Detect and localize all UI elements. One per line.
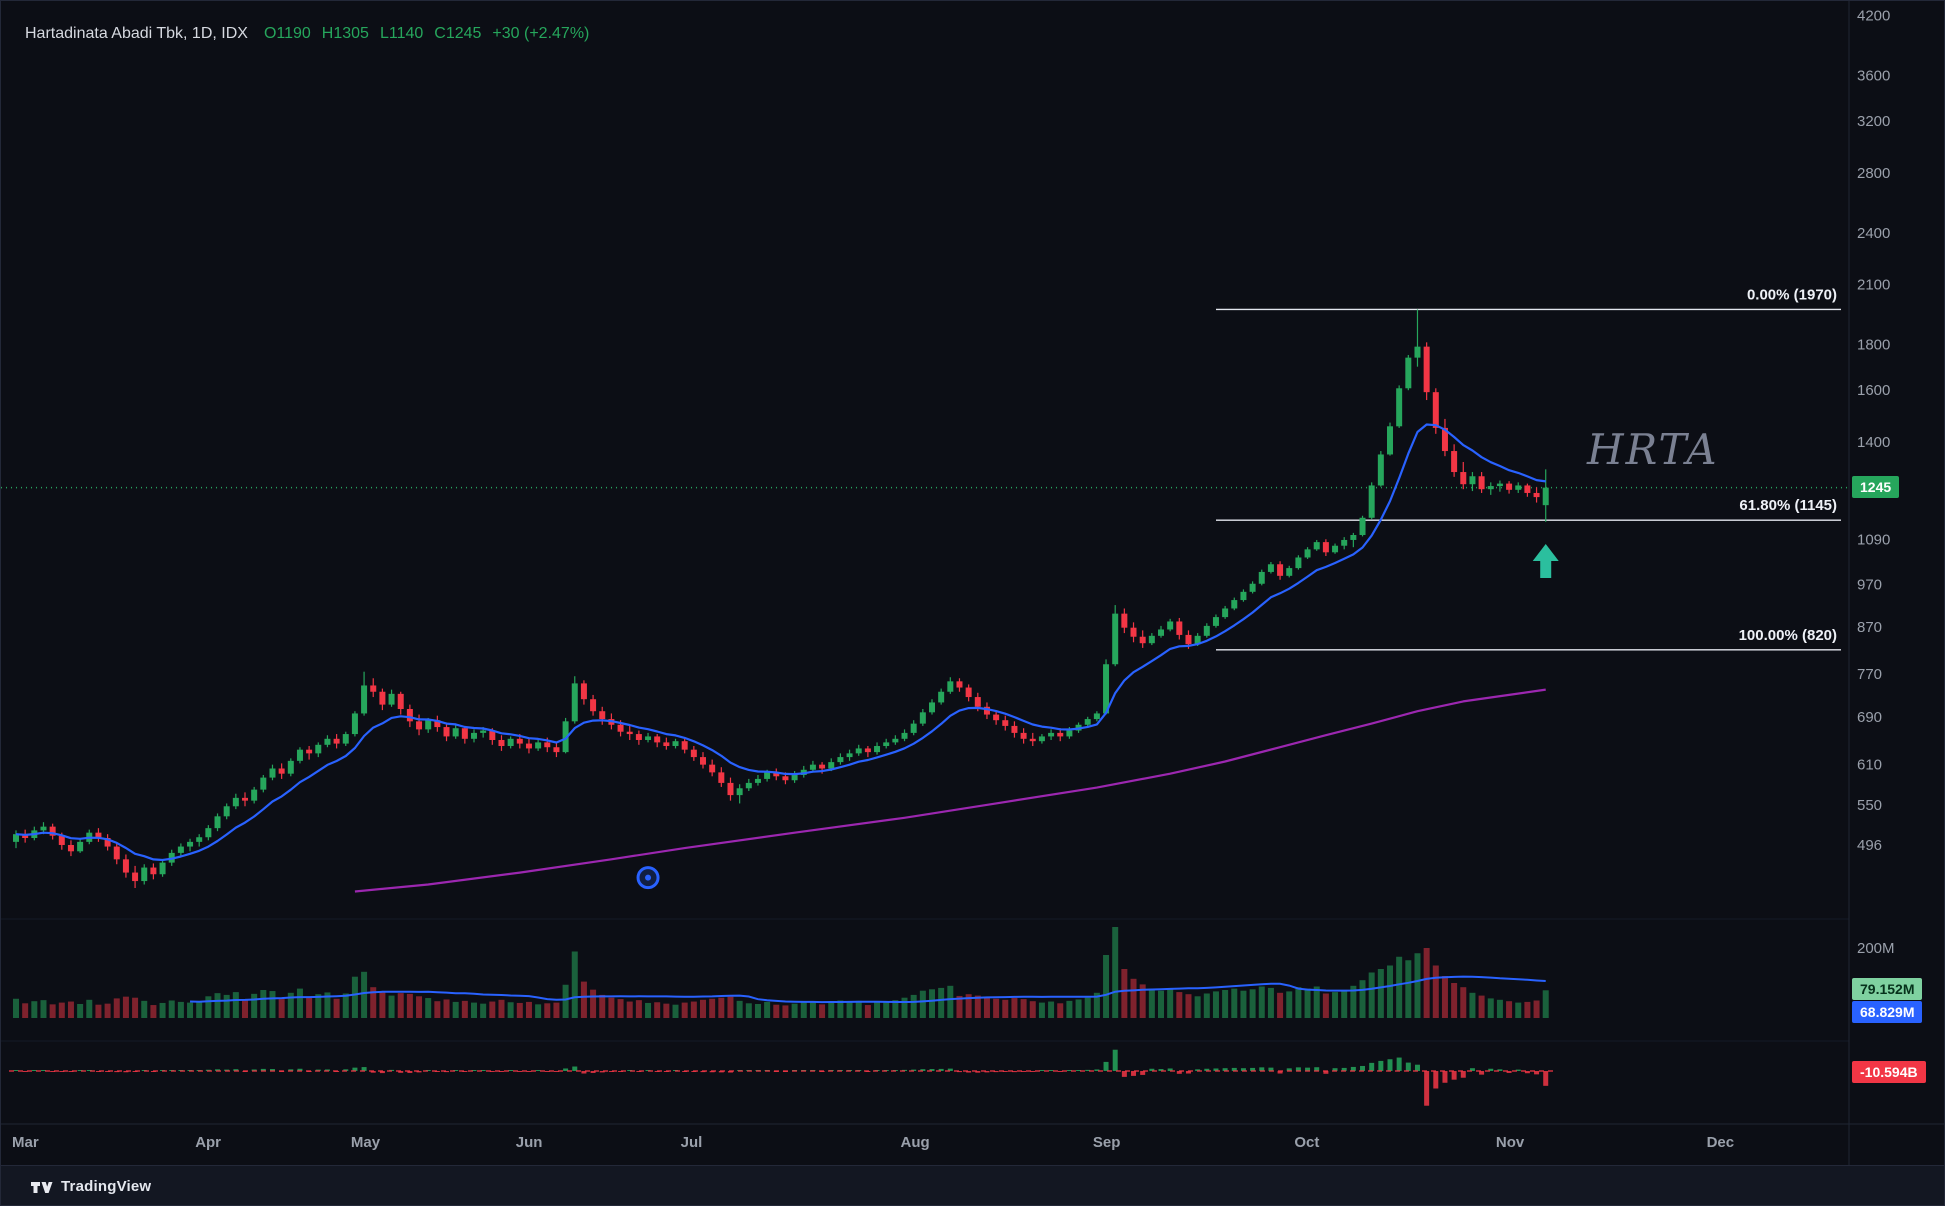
price-tick: 2100 xyxy=(1857,277,1890,294)
month-label: Mar xyxy=(12,1134,39,1151)
price-tick: 2800 xyxy=(1857,165,1890,182)
price-tick: 870 xyxy=(1857,619,1882,636)
last-price-badge: 1245 xyxy=(1852,475,1900,498)
symbol-title[interactable]: Hartadinata Abadi Tbk, 1D, IDX xyxy=(25,25,248,42)
bottom-toolbar: TradingView xyxy=(1,1165,1944,1205)
net-flow-badge: -10.594B xyxy=(1852,1061,1926,1083)
price-tick: 3200 xyxy=(1857,113,1890,130)
month-label: Jun xyxy=(516,1134,543,1151)
price-tick: 1090 xyxy=(1857,531,1890,548)
brand-name: TradingView xyxy=(61,1178,152,1195)
fib-label: 0.00% (1970) xyxy=(1747,286,1837,303)
legend-change: +30 (+2.47%) xyxy=(492,25,590,42)
legend-high: H1305 xyxy=(321,25,369,42)
price-tick: 770 xyxy=(1857,666,1882,683)
month-label: Sep xyxy=(1093,1134,1121,1151)
month-label: Nov xyxy=(1496,1134,1525,1151)
fib-label: 61.80% (1145) xyxy=(1739,497,1837,514)
month-label: Dec xyxy=(1707,1134,1735,1151)
price-tick: 4200 xyxy=(1857,7,1890,24)
month-label: Aug xyxy=(901,1134,930,1151)
price-axis[interactable] xyxy=(1849,1,1944,1124)
legend-open: O1190 xyxy=(263,25,311,42)
tradingview-logo-icon xyxy=(31,1181,53,1193)
price-tick: 2400 xyxy=(1857,225,1890,242)
month-label: May xyxy=(351,1134,381,1151)
month-label: Jul xyxy=(681,1134,703,1151)
price-tick: 1800 xyxy=(1857,336,1890,353)
price-tick: 970 xyxy=(1857,577,1882,594)
time-axis[interactable] xyxy=(1,1124,1944,1165)
price-tick: 1400 xyxy=(1857,434,1890,451)
legend-low: L1140 xyxy=(379,25,424,42)
symbol-legend[interactable]: Hartadinata Abadi Tbk, 1D, IDX O1190 H1305… xyxy=(25,25,600,43)
fib-label: 100.00% (820) xyxy=(1739,627,1837,644)
up-arrow-marker[interactable] xyxy=(1532,544,1559,578)
volume-value-badge: 79.152M xyxy=(1852,978,1923,1000)
month-label: Oct xyxy=(1294,1134,1319,1151)
price-tick: 610 xyxy=(1857,757,1882,774)
price-tick: 550 xyxy=(1857,797,1882,814)
tradingview-logo-link[interactable]: TradingView xyxy=(29,1175,151,1199)
price-tick: 3600 xyxy=(1857,67,1890,84)
chart-canvas[interactable]: 0.00% (1970) 61.80% (1145) 100.00% (820) 42… xyxy=(1,1,1945,1165)
symbol-watermark: HRTA xyxy=(1587,425,1719,474)
price-tick: 690 xyxy=(1857,709,1882,726)
price-tick: 1600 xyxy=(1857,382,1890,399)
legend-close: C1245 xyxy=(434,25,482,42)
month-label: Apr xyxy=(195,1134,221,1151)
volume-tick: 200M xyxy=(1857,940,1895,957)
price-tick: 496 xyxy=(1857,837,1882,854)
volume-ma-badge: 68.829M xyxy=(1852,1001,1923,1023)
